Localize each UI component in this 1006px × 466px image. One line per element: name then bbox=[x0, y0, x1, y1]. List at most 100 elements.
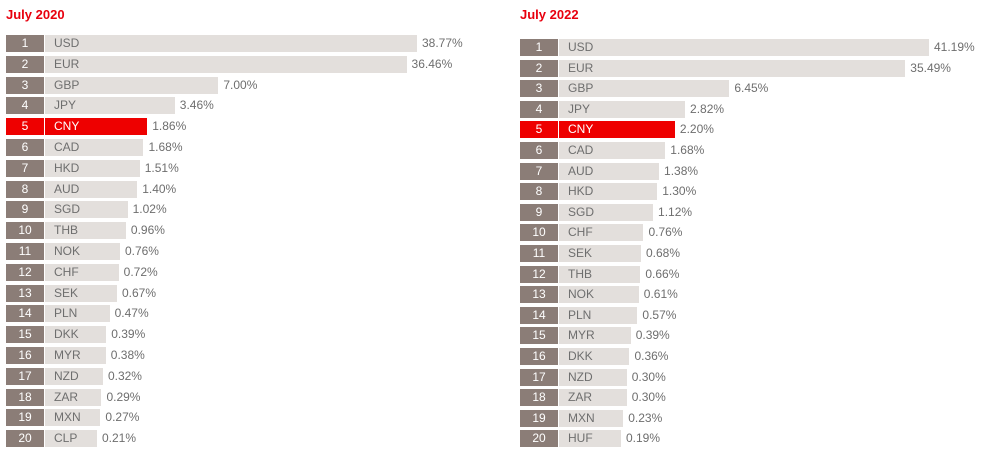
currency-label: AUD bbox=[568, 163, 594, 178]
bar bbox=[45, 201, 128, 219]
rank-label: 14 bbox=[6, 305, 44, 323]
currency-label: SGD bbox=[568, 204, 595, 219]
currency-label: CAD bbox=[54, 140, 80, 154]
currency-label: GBP bbox=[568, 81, 594, 96]
rank-label: 11 bbox=[6, 243, 44, 260]
bar bbox=[559, 389, 627, 407]
value-label: 7.00% bbox=[223, 77, 258, 92]
value-label: 6.45% bbox=[734, 81, 769, 96]
value-label: 0.68% bbox=[646, 246, 681, 260]
bar bbox=[45, 159, 140, 177]
rank-label: 16 bbox=[6, 347, 44, 364]
currency-label: CLP bbox=[54, 431, 78, 446]
bar bbox=[559, 430, 621, 448]
bar bbox=[559, 80, 730, 98]
value-label: 0.47% bbox=[114, 306, 149, 321]
bar bbox=[559, 39, 929, 56]
currency-label: MYR bbox=[54, 348, 81, 362]
currency-label: EUR bbox=[568, 60, 594, 75]
rank-label: 5 bbox=[520, 121, 558, 139]
currency-label: NZD bbox=[54, 368, 79, 383]
currency-label: THB bbox=[568, 266, 592, 281]
bar bbox=[45, 347, 106, 364]
rank-label: 3 bbox=[6, 76, 44, 94]
currency-label: DKK bbox=[568, 349, 593, 363]
rank-label: 7 bbox=[6, 159, 44, 177]
value-label: 2.82% bbox=[690, 101, 725, 116]
bar bbox=[45, 97, 175, 115]
value-label: 0.27% bbox=[105, 410, 140, 425]
bar bbox=[45, 139, 144, 156]
value-label: 2.20% bbox=[679, 122, 714, 137]
rank-label: 9 bbox=[6, 201, 44, 219]
value-label: 0.30% bbox=[631, 390, 666, 405]
rank-label: 15 bbox=[520, 327, 558, 345]
bar bbox=[559, 306, 638, 324]
value-label: 0.36% bbox=[634, 349, 669, 363]
value-label: 0.32% bbox=[107, 368, 142, 383]
value-label: 35.49% bbox=[910, 60, 951, 75]
bar bbox=[45, 305, 110, 323]
bar bbox=[559, 348, 630, 365]
value-label: 1.40% bbox=[142, 181, 177, 196]
rank-label: 11 bbox=[520, 245, 558, 262]
bar bbox=[559, 409, 624, 427]
value-label: 0.23% bbox=[628, 410, 663, 425]
currency-label: USD bbox=[568, 40, 594, 54]
bar bbox=[559, 142, 666, 159]
value-label: 0.39% bbox=[635, 328, 670, 343]
rank-label: 9 bbox=[520, 203, 558, 221]
bar bbox=[45, 76, 219, 94]
rank-label: 6 bbox=[520, 142, 558, 159]
bar bbox=[559, 121, 675, 139]
value-label: 1.68% bbox=[670, 143, 705, 157]
rank-label: 12 bbox=[520, 265, 558, 283]
currency-label: USD bbox=[54, 36, 80, 50]
value-label: 0.76% bbox=[648, 225, 683, 240]
currency-label: EUR bbox=[54, 56, 80, 71]
value-label: 0.57% bbox=[642, 307, 677, 322]
bar bbox=[45, 326, 107, 344]
value-label: 1.02% bbox=[132, 202, 167, 217]
rank-label: 18 bbox=[6, 388, 44, 406]
bar bbox=[559, 162, 660, 180]
rank-label: 10 bbox=[520, 224, 558, 242]
bar bbox=[45, 388, 102, 406]
rank-label: 15 bbox=[6, 326, 44, 344]
value-label: 38.77% bbox=[422, 36, 463, 50]
rank-label: 1 bbox=[520, 39, 558, 56]
currency-label: HKD bbox=[568, 184, 594, 199]
value-label: 1.86% bbox=[152, 119, 187, 134]
rank-label: 2 bbox=[6, 55, 44, 73]
rank-label: 19 bbox=[520, 409, 558, 427]
bar bbox=[45, 263, 119, 281]
currency-label: ZAR bbox=[568, 390, 592, 405]
value-label: 0.29% bbox=[106, 389, 141, 404]
ranking-panel-2020: July 2020 1 USD 38.77% 2 EUR 36.46% 3 GBP 7.00% 4… bbox=[6, 0, 496, 466]
currency-label: HUF bbox=[568, 431, 593, 446]
bar bbox=[45, 409, 101, 427]
panel-title: July 2020 bbox=[6, 7, 65, 22]
value-label: 36.46% bbox=[411, 56, 453, 71]
rank-label: 14 bbox=[520, 306, 558, 324]
currency-label: HKD bbox=[54, 160, 80, 175]
value-label: 1.12% bbox=[658, 204, 693, 219]
value-label: 0.21% bbox=[102, 431, 137, 446]
rank-label: 20 bbox=[520, 430, 558, 448]
bar bbox=[559, 368, 627, 386]
rank-label: 5 bbox=[6, 118, 44, 136]
currency-label: SEK bbox=[54, 285, 79, 300]
bar bbox=[45, 180, 138, 198]
bar bbox=[45, 118, 148, 136]
rank-label: 20 bbox=[6, 430, 44, 448]
bar bbox=[45, 367, 103, 385]
rank-label: 7 bbox=[520, 162, 558, 180]
currency-label: JPY bbox=[54, 98, 77, 113]
rank-label: 17 bbox=[520, 368, 558, 386]
bar bbox=[45, 284, 117, 302]
bar bbox=[559, 203, 654, 221]
currency-label: CNY bbox=[54, 119, 80, 134]
bar bbox=[559, 327, 631, 345]
currency-label: CHF bbox=[54, 264, 79, 279]
value-label: 0.67% bbox=[121, 285, 157, 300]
